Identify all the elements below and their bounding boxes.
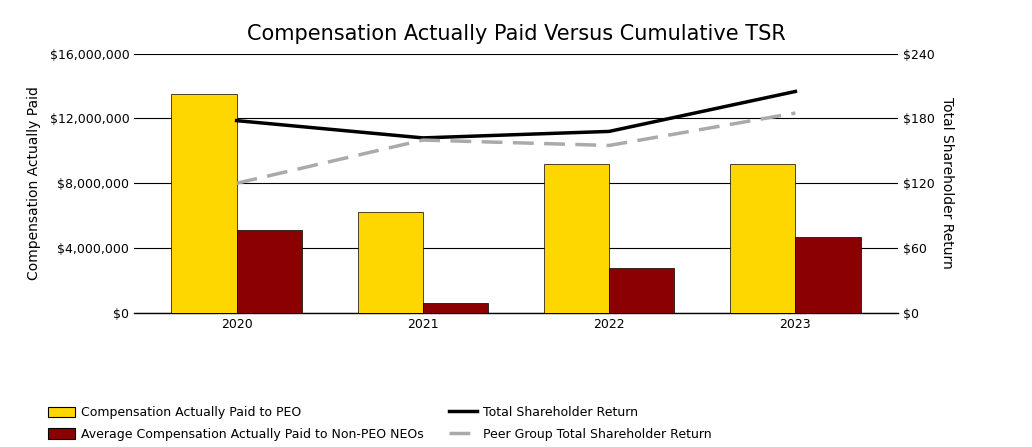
Total Shareholder Return [230, 118, 243, 123]
Line: Peer Group Total Shareholder Return: Peer Group Total Shareholder Return [236, 113, 796, 183]
Bar [358, 212, 423, 313]
Line: Total Shareholder Return: Total Shareholder Return [236, 92, 796, 138]
Peer Group Total Shareholder Return [603, 143, 615, 148]
Title: Compensation Actually Paid Versus Cumulative TSR: Compensation Actually Paid Versus Cumula… [247, 24, 785, 44]
Y-axis label: Compensation Actually Paid: Compensation Actually Paid [27, 86, 41, 280]
Bar [544, 164, 609, 313]
Total Shareholder Return [603, 129, 615, 134]
Bar [236, 230, 301, 313]
Peer Group Total Shareholder Return [789, 110, 802, 116]
Total Shareholder Return [417, 135, 429, 140]
Peer Group Total Shareholder Return [230, 181, 243, 186]
Bar [423, 303, 488, 313]
Bar [731, 164, 796, 313]
Y-axis label: Total Shareholder Return: Total Shareholder Return [940, 97, 954, 269]
Legend: Compensation Actually Paid to PEO, Average Compensation Actually Paid to Non-PEO: Compensation Actually Paid to PEO, Avera… [47, 406, 711, 441]
Bar [609, 267, 674, 313]
Bar [171, 94, 236, 313]
Peer Group Total Shareholder Return [417, 137, 429, 143]
Bar [796, 237, 861, 313]
Total Shareholder Return [789, 89, 802, 94]
